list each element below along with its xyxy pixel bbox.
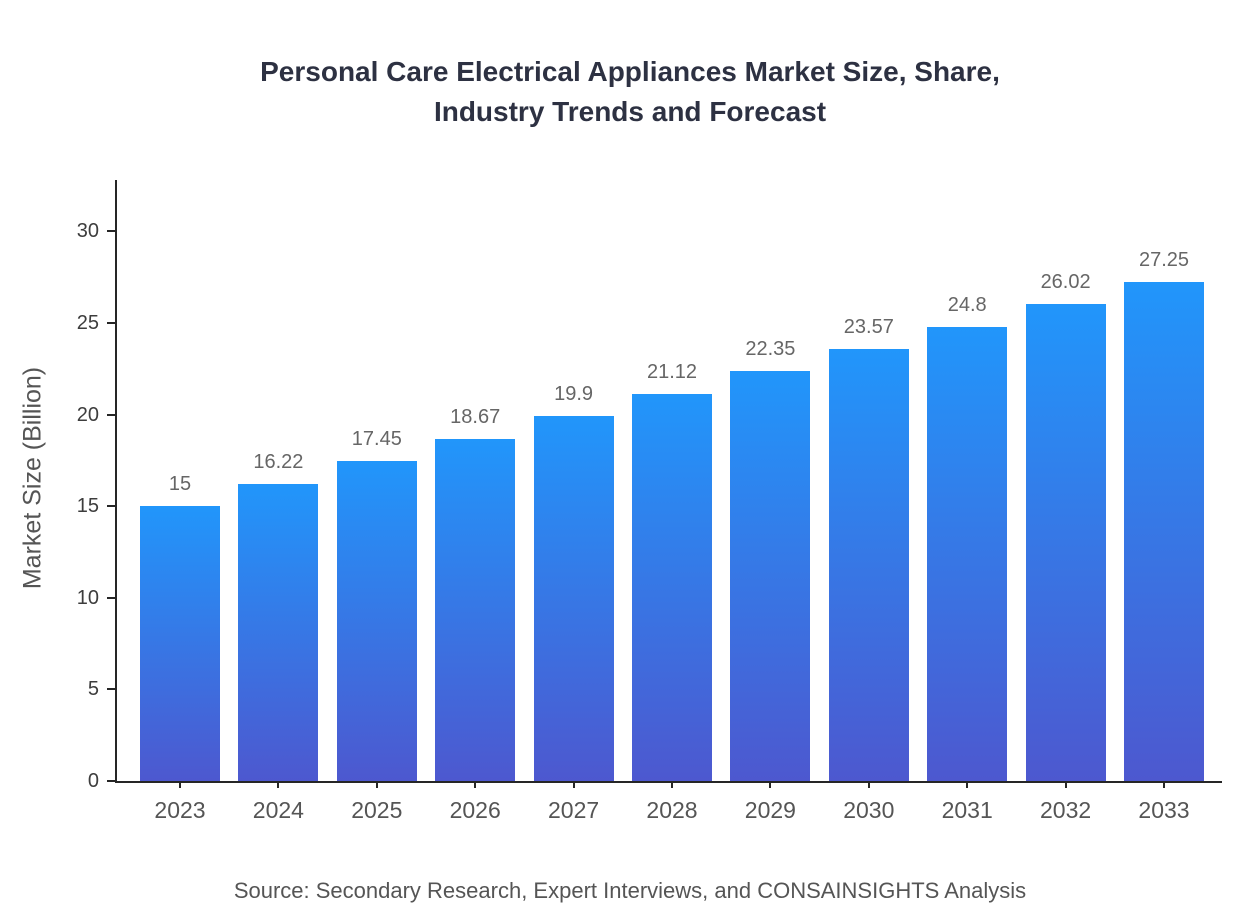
x-tick-label: 2033 bbox=[1138, 797, 1190, 823]
x-tick-mark bbox=[1163, 781, 1165, 788]
bar-value-label: 21.12 bbox=[646, 361, 698, 384]
bar bbox=[1025, 304, 1106, 781]
bar-value-label: 24.8 bbox=[947, 293, 987, 316]
bar-group: 24.8 bbox=[927, 180, 1008, 781]
x-tick-label: 2027 bbox=[548, 797, 600, 823]
x-tick-label: 2028 bbox=[646, 797, 698, 823]
bar bbox=[238, 483, 319, 781]
chart-title-line1: Personal Care Electrical Appliances Mark… bbox=[260, 56, 1000, 87]
bar-group: 16.22 bbox=[238, 180, 319, 781]
bar bbox=[336, 461, 417, 781]
x-tick-mark bbox=[375, 781, 378, 788]
x-tick-label: 2032 bbox=[1040, 797, 1092, 823]
y-tick-mark bbox=[107, 596, 115, 599]
x-tick-label: 2023 bbox=[154, 797, 206, 823]
x-tick-mark bbox=[572, 781, 575, 788]
y-tick-label: 10 bbox=[76, 586, 99, 609]
bar-value-label: 23.57 bbox=[843, 316, 894, 339]
x-tick-mark bbox=[867, 781, 870, 788]
bar-group: 27.25 bbox=[1124, 180, 1204, 781]
x-tick-label: 2026 bbox=[449, 797, 501, 823]
y-tick-label: 0 bbox=[87, 770, 99, 792]
x-tick-label: 2024 bbox=[252, 797, 304, 823]
y-tick-mark bbox=[107, 688, 115, 691]
x-tick-mark bbox=[671, 781, 673, 788]
bar-value-label: 19.9 bbox=[554, 383, 594, 406]
bar-group: 17.45 bbox=[336, 180, 417, 781]
y-tick-mark bbox=[107, 321, 115, 324]
x-tick-label: 2031 bbox=[941, 797, 993, 823]
bar-value-label: 26.02 bbox=[1040, 271, 1091, 294]
x-tick-label: 2030 bbox=[843, 797, 895, 823]
bar-group: 18.67 bbox=[435, 180, 516, 781]
bar bbox=[828, 349, 909, 781]
bar bbox=[632, 394, 712, 781]
x-tick-mark bbox=[474, 781, 477, 788]
bar-group: 19.9 bbox=[533, 180, 614, 781]
y-tick-mark bbox=[107, 413, 115, 416]
y-tick-mark bbox=[107, 230, 115, 233]
chart-title-line2: Industry Trends and Forecast bbox=[433, 96, 827, 127]
bar-value-label: 17.45 bbox=[351, 428, 402, 451]
bar-group: 15 bbox=[140, 180, 220, 781]
y-tick-label: 25 bbox=[76, 311, 99, 334]
x-tick-mark bbox=[966, 781, 969, 788]
bar bbox=[435, 438, 516, 781]
y-axis-label: Market Size (Billion) bbox=[18, 366, 47, 590]
x-tick-mark bbox=[179, 781, 181, 788]
y-tick-label: 5 bbox=[87, 678, 99, 701]
y-tick-label: 20 bbox=[76, 403, 99, 426]
source-note: Source: Secondary Research, Expert Inter… bbox=[233, 878, 1027, 903]
bar-group: 26.02 bbox=[1025, 180, 1106, 781]
chart-title: Personal Care Electrical Appliances Mark… bbox=[0, 52, 1260, 132]
bar-group: 23.57 bbox=[828, 180, 909, 781]
bar bbox=[927, 326, 1008, 781]
x-tick-label: 2025 bbox=[351, 797, 403, 823]
x-tick-label: 2029 bbox=[744, 797, 796, 823]
bar bbox=[533, 416, 614, 781]
bar-value-label: 22.35 bbox=[745, 338, 796, 361]
y-tick-mark bbox=[107, 505, 115, 508]
bar-group: 21.12 bbox=[632, 180, 712, 781]
bar-group: 22.35 bbox=[730, 180, 811, 781]
bar-value-label: 27.25 bbox=[1138, 248, 1190, 271]
bar bbox=[1124, 281, 1204, 781]
bar-value-label: 16.22 bbox=[253, 450, 304, 473]
x-tick-mark bbox=[1064, 781, 1067, 788]
x-tick-mark bbox=[769, 781, 772, 788]
bar bbox=[730, 371, 811, 781]
y-tick-label: 30 bbox=[76, 220, 99, 243]
x-tick-mark bbox=[277, 781, 280, 788]
bar bbox=[140, 506, 220, 781]
bar-value-label: 15 bbox=[168, 473, 192, 496]
plot-area: 0 5 10 15 20 25 30 15 2023 16.22 2024 17.45 2025 18.6… bbox=[77, 180, 1222, 823]
y-tick-label: 15 bbox=[76, 495, 99, 518]
y-tick-mark bbox=[107, 780, 115, 782]
bar-value-label: 18.67 bbox=[450, 405, 501, 428]
